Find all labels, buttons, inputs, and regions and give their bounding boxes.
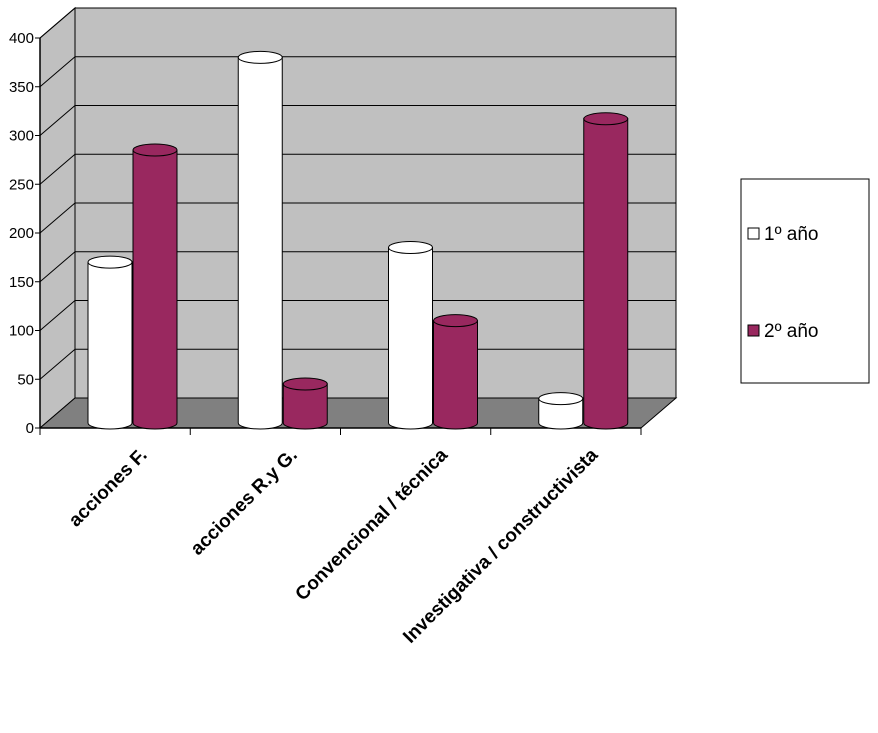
category-labels: acciones F. acciones R.y G.Convencional /… [65, 444, 603, 647]
gridline-side [39, 300, 76, 331]
gridline-side [39, 56, 76, 88]
x-tick-label: acciones R.y G. [187, 445, 302, 560]
bar-body [282, 383, 328, 430]
bars [87, 50, 629, 430]
bar-body [388, 247, 433, 430]
legend-swatch-1 [747, 227, 760, 240]
bar-body [583, 118, 629, 430]
bar-body [87, 261, 133, 430]
gridline-side [39, 153, 76, 185]
y-tick-label: 150 [9, 274, 34, 291]
y-tick-label: 250 [9, 176, 34, 193]
gridline-side [39, 202, 76, 234]
gridline-side [39, 348, 76, 380]
bar-1-1 [87, 255, 133, 430]
y-tick-label: 100 [9, 323, 34, 340]
x-axis [39, 427, 642, 435]
y-tick-label: 200 [9, 225, 34, 242]
y-tick-label: 400 [9, 30, 34, 47]
bar-2-3 [433, 314, 478, 430]
legend-box [740, 178, 870, 384]
bar-body [237, 56, 283, 430]
bar-top [282, 377, 328, 391]
bar-2-2 [282, 377, 328, 430]
bar-1-4 [538, 392, 584, 430]
bar-2-1 [132, 143, 178, 430]
bar-1-2 [237, 50, 283, 430]
legend-label-1: 1º año [764, 224, 819, 245]
legend-label-2: 2º año [764, 321, 819, 342]
bar-body [433, 320, 478, 430]
y-axis: 0 50 100 150 200 250 300 350 400 [9, 30, 41, 437]
bar-top [87, 255, 133, 269]
bar-2-4 [583, 112, 629, 430]
bar-top [388, 241, 433, 254]
bar-top [132, 143, 178, 157]
legend-swatch-2 [747, 324, 760, 337]
bar-top [538, 392, 584, 406]
legend: 1º año 2º año [740, 178, 870, 384]
y-tick-label: 350 [9, 79, 34, 96]
gridline-side [39, 7, 76, 39]
bar-top [237, 50, 283, 64]
gridline-side [39, 251, 76, 283]
bar-top [583, 112, 629, 126]
gridline-side [39, 105, 76, 136]
bar-body [132, 149, 178, 430]
bar-1-3 [388, 241, 433, 430]
x-tick-label: acciones F. [65, 445, 152, 532]
y-tick-label: 50 [17, 371, 34, 388]
bar-body [538, 398, 584, 430]
bar-top [433, 314, 478, 328]
x-tick-label: Convencional / técnica [292, 444, 453, 605]
y-tick-label: 0 [26, 420, 34, 437]
y-tick-label: 300 [9, 128, 34, 145]
